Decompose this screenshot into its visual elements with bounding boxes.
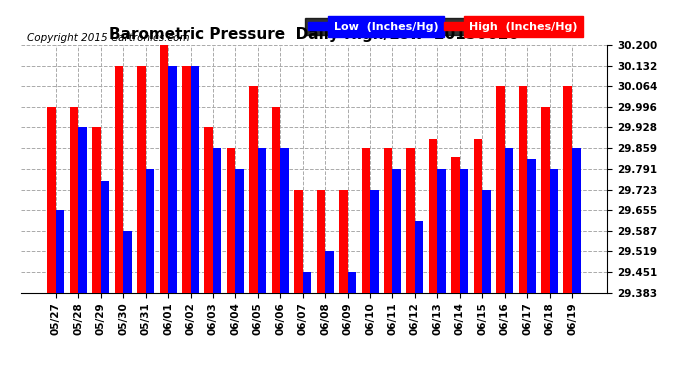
Bar	[460, 169, 469, 375]
Legend: Low  (Inches/Hg), High  (Inches/Hg): Low (Inches/Hg), High (Inches/Hg)	[305, 18, 581, 35]
Bar	[527, 159, 535, 375]
Bar	[474, 139, 482, 375]
Bar	[249, 86, 258, 375]
Bar	[504, 148, 513, 375]
Bar	[572, 148, 580, 375]
Bar	[159, 45, 168, 375]
Bar	[213, 148, 221, 375]
Bar	[482, 189, 491, 375]
Bar	[429, 139, 437, 375]
Bar	[204, 128, 213, 375]
Bar	[339, 189, 348, 375]
Text: Copyright 2015 Cartronics.com: Copyright 2015 Cartronics.com	[26, 33, 189, 42]
Bar	[79, 128, 87, 375]
Bar	[519, 86, 527, 375]
Bar	[541, 107, 549, 375]
Bar	[384, 148, 393, 375]
Bar	[146, 169, 154, 375]
Bar	[70, 107, 79, 375]
Bar	[370, 189, 379, 375]
Bar	[549, 169, 558, 375]
Bar	[362, 148, 370, 375]
Bar	[182, 66, 190, 375]
Bar	[56, 210, 64, 375]
Bar	[115, 66, 124, 375]
Bar	[317, 189, 325, 375]
Bar	[272, 107, 280, 375]
Bar	[348, 272, 356, 375]
Bar	[124, 231, 132, 375]
Bar	[92, 128, 101, 375]
Bar	[280, 148, 289, 375]
Bar	[190, 66, 199, 375]
Bar	[48, 107, 56, 375]
Bar	[406, 148, 415, 375]
Bar	[101, 181, 109, 375]
Bar	[294, 189, 303, 375]
Bar	[303, 272, 311, 375]
Bar	[415, 221, 424, 375]
Bar	[258, 148, 266, 375]
Bar	[168, 66, 177, 375]
Bar	[437, 169, 446, 375]
Bar	[451, 157, 460, 375]
Title: Barometric Pressure  Daily High/Low  20150620: Barometric Pressure Daily High/Low 20150…	[109, 27, 519, 42]
Bar	[137, 66, 146, 375]
Bar	[325, 251, 334, 375]
Bar	[564, 86, 572, 375]
Bar	[235, 169, 244, 375]
Bar	[496, 86, 504, 375]
Bar	[227, 148, 235, 375]
Bar	[393, 169, 401, 375]
